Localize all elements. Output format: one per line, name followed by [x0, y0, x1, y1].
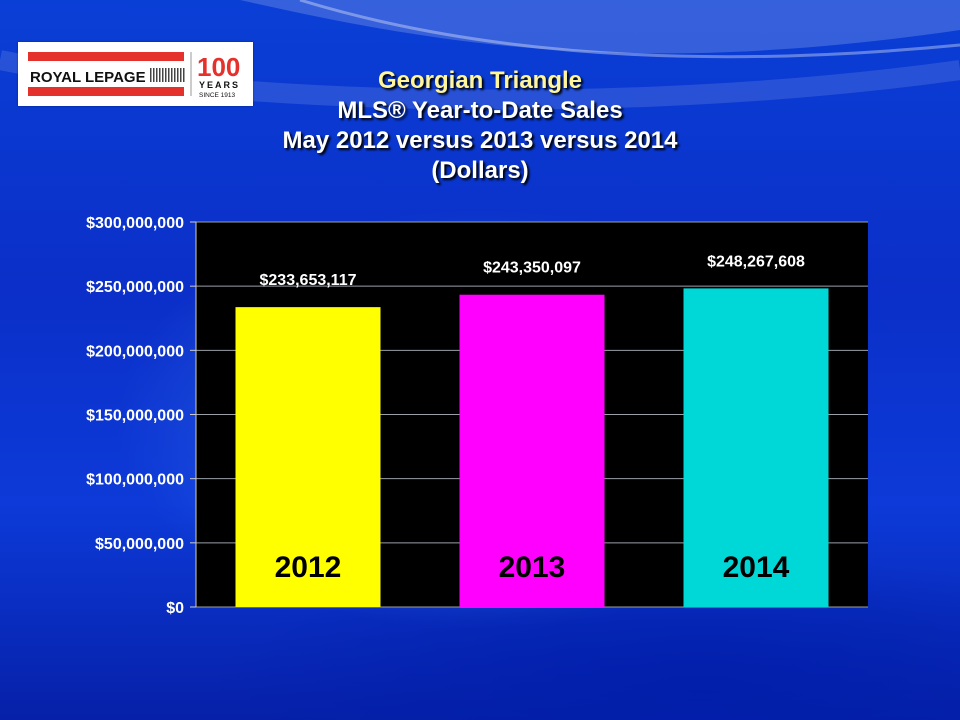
- title-line-4: (Dollars): [431, 157, 529, 184]
- logo-since: SINCE 1913: [199, 92, 236, 99]
- category-label-2014: 2014: [723, 551, 790, 584]
- chart-title: Georgian Triangle MLS® Year-to-Date Sale…: [200, 66, 760, 186]
- bar-2013: [459, 294, 605, 607]
- y-tick-label: $50,000,000: [95, 536, 184, 553]
- category-label-2012: 2012: [275, 551, 342, 584]
- data-label-2013: $243,350,097: [483, 260, 581, 277]
- bar-2012: [235, 307, 381, 607]
- y-tick-label: $0: [166, 600, 184, 617]
- y-tick-label: $100,000,000: [86, 472, 184, 489]
- title-line-3: May 2012 versus 2013 versus 2014: [282, 127, 678, 154]
- logo-bottom-bar: [28, 87, 184, 96]
- bar-2014: [683, 288, 829, 607]
- y-tick-label: $250,000,000: [86, 279, 184, 296]
- data-label-2012: $233,653,117: [260, 272, 357, 289]
- y-tick-label: $300,000,000: [86, 215, 184, 232]
- royal-lepage-logo: ROYAL LEPAGE 100 YEARS SINCE 1913: [18, 42, 253, 106]
- data-label-2014: $248,267,608: [707, 253, 805, 270]
- logo-stripes: [150, 68, 185, 82]
- title-line-2: MLS® Year-to-Date Sales: [337, 97, 623, 124]
- y-tick-label: $150,000,000: [86, 408, 184, 425]
- category-label-2013: 2013: [499, 551, 566, 584]
- logo-top-bar: [28, 52, 184, 61]
- y-tick-label: $200,000,000: [86, 343, 184, 360]
- logo-years: YEARS: [199, 80, 240, 90]
- logo-graphic: ROYAL LEPAGE 100 YEARS SINCE 1913: [28, 52, 240, 99]
- logo-brand-text: ROYAL LEPAGE: [30, 69, 146, 86]
- logo-100: 100: [197, 52, 240, 82]
- title-line-1: Georgian Triangle: [377, 67, 583, 94]
